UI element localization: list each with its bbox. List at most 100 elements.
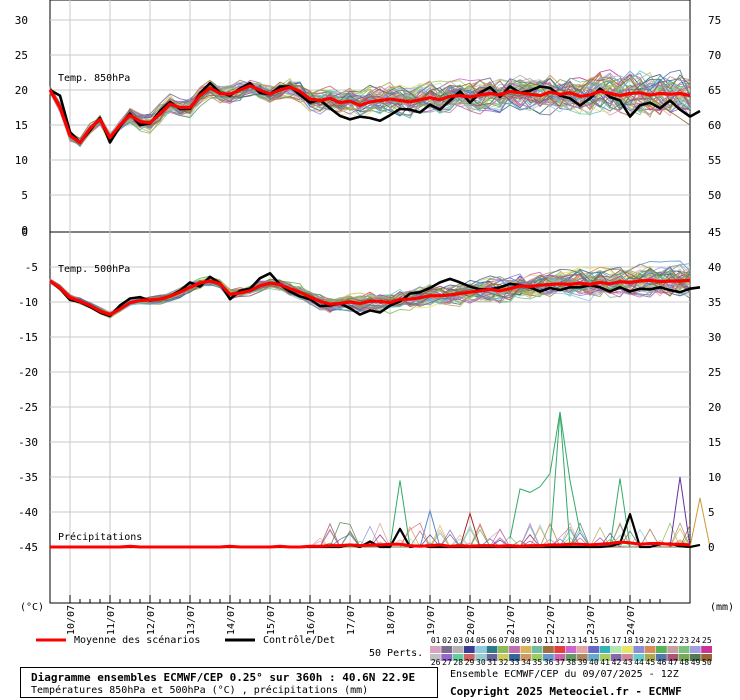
legend-member-number: 44 (634, 658, 644, 667)
right-tick-500: 5 (708, 506, 715, 519)
legend: Moyenne des scénarios Contrôle/Det 50 Pert… (36, 634, 712, 667)
legend-swatch (463, 646, 475, 653)
date-label: 22/07 (546, 605, 557, 635)
date-label: 18/07 (386, 605, 397, 635)
right-tick-850: 65 (708, 84, 721, 97)
legend-swatch (622, 654, 633, 661)
right-tick-500: 40 (708, 261, 721, 274)
legend-swatch (610, 646, 622, 653)
footer-copyright: Copyright 2025 Meteociel.fr - ECMWF (450, 685, 682, 698)
legend-member-number: 14 (578, 636, 588, 645)
ensemble-member (49, 270, 691, 314)
legend-member-number: 41 (600, 658, 610, 667)
legend-member-number: 25 (702, 636, 712, 645)
ensemble-member (49, 77, 691, 143)
legend-member-number: 21 (657, 636, 667, 645)
legend-swatch (554, 654, 566, 661)
legend-member-number: 27 (442, 658, 452, 667)
legend-member-number: 09 (521, 636, 531, 645)
legend-member-number: 16 (600, 636, 610, 645)
legend-member-number: 01 (431, 636, 441, 645)
footer-title: Diagramme ensembles ECMWF/CEP 0.25° sur … (31, 671, 416, 684)
legend-swatch (430, 646, 441, 653)
legend-swatch (486, 646, 498, 653)
axis-labels: 302520151050757065605550-5-10-15-20-25-3… (15, 14, 734, 635)
legend-member-number: 03 (453, 636, 463, 645)
right-tick-850: 50 (708, 189, 721, 202)
legend-swatch (531, 654, 543, 661)
legend-member-number: 32 (499, 658, 509, 667)
ensemble-member (49, 271, 691, 318)
left-tick-850: 25 (15, 49, 28, 62)
legend-member-number: 43 (623, 658, 633, 667)
legend-member-number: 22 (668, 636, 678, 645)
precip-peak (669, 476, 691, 548)
legend-member-number: 26 (431, 658, 441, 667)
legend-member-number: 45 (646, 658, 656, 667)
legend-member-number: 30 (476, 658, 486, 667)
legend-member-number: 38 (566, 658, 576, 667)
date-label: 14/07 (226, 605, 237, 635)
date-label: 21/07 (506, 605, 517, 635)
legend-swatch (430, 654, 441, 661)
legend-member-number: 08 (510, 636, 520, 645)
legend-mean: Moyenne des scénarios (74, 634, 200, 646)
legend-swatch (576, 646, 588, 653)
legend-swatch (599, 646, 611, 653)
legend-swatch (678, 654, 690, 661)
left-tick-850: 30 (15, 14, 28, 27)
precip-peak (459, 511, 481, 548)
unit-right: (mm) (710, 602, 734, 613)
left-tick-850: 5 (21, 189, 28, 202)
legend-member-number: 29 (465, 658, 475, 667)
legend-swatch (633, 654, 645, 661)
legend-member-number: 49 (691, 658, 701, 667)
main-series (48, 81, 701, 549)
legend-member-number: 06 (487, 636, 497, 645)
legend-swatch (486, 654, 498, 661)
legend-swatch (633, 646, 645, 653)
legend-swatch (656, 654, 667, 661)
footer-subtitle: Températures 850hPa et 500hPa (°C) , pré… (31, 685, 369, 696)
legend-member-number: 42 (612, 658, 622, 667)
legend-swatch (644, 654, 656, 661)
legend-swatch (678, 646, 690, 653)
unit-left: (°C) (20, 602, 44, 613)
legend-member-number: 11 (544, 636, 554, 645)
legend-swatch (689, 646, 701, 653)
legend-member-number: 20 (646, 636, 656, 645)
legend-member-number: 34 (521, 658, 531, 667)
ensemble-member (49, 73, 691, 145)
precip-peak (389, 480, 411, 548)
legend-swatch (441, 654, 453, 661)
legend-member-number: 04 (465, 636, 475, 645)
legend-swatch (452, 654, 464, 661)
control-line-precip (50, 513, 701, 549)
legend-swatch (509, 654, 520, 661)
legend-member-number: 39 (578, 658, 588, 667)
mean-line-precip (50, 540, 691, 549)
legend-member-number: 36 (544, 658, 554, 667)
left-tick-850: 0 (21, 224, 28, 237)
right-tick-500: 10 (708, 471, 721, 484)
right-tick-500: 20 (708, 401, 721, 414)
precip-peak (549, 411, 571, 548)
right-tick-850: 55 (708, 154, 721, 167)
footer-run: Ensemble ECMWF/CEP du 09/07/2025 - 12Z (450, 669, 679, 680)
legend-member-number: 10 (533, 636, 543, 645)
label-850: Temp. 850hPa (58, 73, 130, 84)
legend-member-number: 40 (589, 658, 599, 667)
legend-member-number: 12 (555, 636, 565, 645)
right-tick-850: 75 (708, 14, 721, 27)
left-tick-850: 15 (15, 119, 28, 132)
legend-swatch (497, 646, 509, 653)
right-tick-500: 30 (708, 331, 721, 344)
legend-swatch (441, 646, 453, 653)
legend-swatch (475, 654, 486, 661)
legend-swatch (452, 646, 464, 653)
date-label: 13/07 (186, 605, 197, 635)
date-label: 15/07 (266, 605, 277, 635)
footer-title-box: Diagramme ensembles ECMWF/CEP 0.25° sur … (20, 667, 438, 698)
legend-member-number: 46 (657, 658, 667, 667)
